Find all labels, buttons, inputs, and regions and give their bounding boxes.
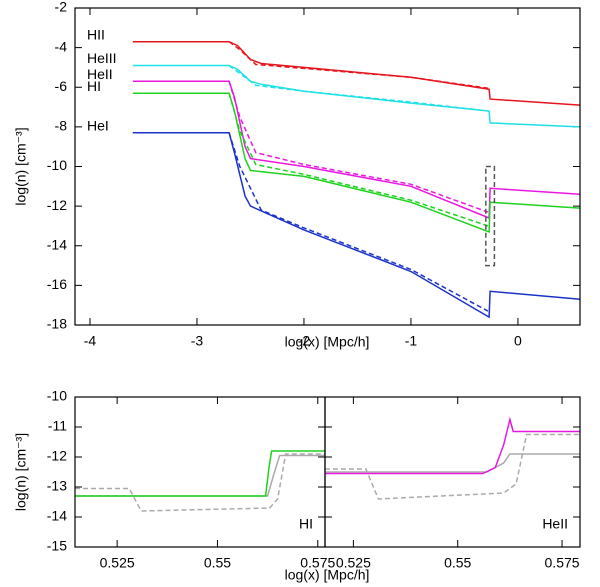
- highlight-box: [485, 165, 496, 267]
- series-line: [228, 132, 489, 312]
- series-line: [132, 80, 581, 220]
- plot-frame: [74, 7, 581, 326]
- y-tick-label: -2: [55, 0, 68, 15]
- series-line: [75, 454, 325, 497]
- x-tick-label: -4: [84, 333, 97, 349]
- y-tick-label: -16: [47, 276, 67, 292]
- y-tick-label: -10: [47, 388, 67, 404]
- x-tick-label: 0: [514, 333, 522, 349]
- y-tick-label: -4: [55, 38, 68, 54]
- series-line: [228, 81, 489, 213]
- x-tick-label: 0.575: [300, 555, 335, 571]
- series-line: [228, 92, 489, 227]
- series-line: [132, 40, 581, 106]
- x-tick-label: 0.525: [336, 555, 371, 571]
- x-tick-label: 0.55: [204, 555, 231, 571]
- series-label: HII: [87, 26, 105, 42]
- series-line: [228, 41, 489, 89]
- y-tick-label: -8: [55, 118, 68, 134]
- x-axis-label: log(x) [Mpc/h]: [285, 567, 370, 583]
- series-label: HeI: [87, 118, 109, 134]
- x-tick-label: 0.525: [100, 555, 135, 571]
- series-line: [325, 416, 580, 475]
- series-line: [132, 92, 581, 233]
- series-line: [75, 450, 325, 497]
- plot-frame: [324, 396, 581, 548]
- panel-label: HeII: [542, 516, 568, 532]
- y-tick-label: -11: [48, 418, 67, 434]
- x-tick-label: -3: [191, 333, 204, 349]
- y-tick-label: -12: [47, 197, 67, 213]
- series-line: [75, 453, 325, 512]
- series-line: [325, 453, 580, 473]
- y-tick-label: -14: [47, 508, 67, 524]
- y-axis-label: log(n) [cm⁻³]: [13, 127, 29, 205]
- series-line: [228, 64, 489, 112]
- x-axis-label: log(x) [Mpc/h]: [285, 334, 370, 350]
- y-tick-label: -6: [55, 78, 68, 94]
- panel-label: HI: [299, 516, 313, 532]
- y-tick-label: -14: [47, 236, 67, 252]
- series-line: [132, 132, 581, 319]
- y-axis-label: log(n) [cm⁻³]: [13, 433, 29, 511]
- y-tick-label: -12: [47, 448, 67, 464]
- series-label: HI: [87, 78, 101, 94]
- y-tick-label: -18: [47, 316, 67, 332]
- y-tick-label: -15: [47, 538, 67, 554]
- series-label: HeIII: [87, 50, 117, 66]
- series-line: [132, 64, 581, 128]
- x-tick-label: 0.575: [545, 555, 580, 571]
- y-tick-label: -10: [47, 157, 67, 173]
- x-tick-label: -2: [298, 333, 311, 349]
- x-tick-label: 0.55: [444, 555, 471, 571]
- x-tick-label: -1: [405, 333, 418, 349]
- plot-frame: [74, 396, 326, 548]
- series-label: HeII: [87, 66, 113, 82]
- y-tick-label: -13: [47, 478, 67, 494]
- series-line: [325, 433, 580, 500]
